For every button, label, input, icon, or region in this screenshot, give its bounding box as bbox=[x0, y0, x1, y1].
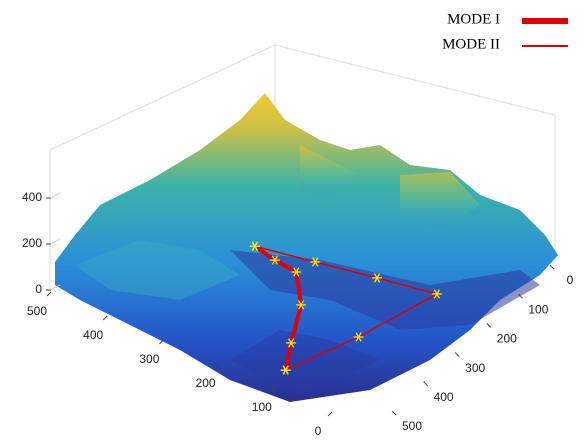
waypoint-stroke bbox=[374, 273, 381, 283]
x-tick-label: 500 bbox=[27, 304, 47, 318]
waypoint bbox=[431, 289, 442, 299]
path-line bbox=[253, 244, 304, 371]
y-tick-label: 100 bbox=[528, 302, 548, 316]
x-tick bbox=[327, 411, 333, 417]
x-tick bbox=[159, 339, 164, 345]
x-tick-label: 0 bbox=[315, 424, 322, 436]
x-tick-label: 100 bbox=[252, 400, 272, 414]
waypoint bbox=[372, 273, 383, 283]
waypoint-stroke bbox=[298, 300, 305, 310]
waypoint bbox=[296, 300, 307, 310]
x-tick bbox=[102, 315, 108, 321]
waypoint bbox=[286, 338, 297, 348]
y-tick bbox=[423, 381, 428, 387]
x-tick-label: 200 bbox=[196, 376, 216, 390]
grid-line bbox=[50, 284, 61, 291]
x-tick bbox=[46, 291, 52, 297]
waypoint-stroke bbox=[312, 257, 319, 267]
waypoint-stroke bbox=[355, 332, 362, 342]
waypoint-stroke bbox=[271, 255, 278, 265]
waypoint-stroke bbox=[282, 365, 289, 375]
waypoint-stroke bbox=[288, 338, 295, 348]
y-tick bbox=[454, 352, 460, 357]
z-tick-label: 0 bbox=[35, 282, 42, 296]
terrain bbox=[55, 93, 558, 402]
x-tick-label: 300 bbox=[139, 352, 159, 366]
z-tick-label: 200 bbox=[22, 236, 42, 250]
legend-label: MODE I bbox=[447, 11, 500, 27]
y-tick-label: 300 bbox=[465, 361, 485, 375]
y-tick-label: 0 bbox=[567, 273, 574, 287]
z-tick-label: 400 bbox=[22, 190, 42, 204]
y-tick-label: 400 bbox=[434, 390, 454, 404]
path-line bbox=[254, 245, 438, 371]
waypoint bbox=[269, 255, 280, 265]
x-tick-label: 400 bbox=[83, 328, 103, 342]
y-tick bbox=[518, 293, 523, 299]
waypoint-stroke bbox=[293, 267, 300, 277]
legend: MODE I MODE II bbox=[442, 11, 568, 52]
waypoint-stroke bbox=[251, 241, 258, 251]
waypoint bbox=[291, 267, 302, 277]
y-tick bbox=[486, 323, 492, 328]
legend-label: MODE II bbox=[442, 36, 500, 52]
grid-line bbox=[50, 238, 61, 245]
y-tick bbox=[549, 264, 555, 270]
y-tick-label: 500 bbox=[402, 419, 422, 433]
waypoint bbox=[249, 241, 260, 251]
waypoint bbox=[310, 257, 321, 267]
grid-line bbox=[50, 192, 61, 199]
y-tick-label: 200 bbox=[497, 332, 517, 346]
x-tick bbox=[271, 387, 277, 393]
waypoint-stroke bbox=[433, 289, 440, 299]
x-tick bbox=[215, 363, 220, 369]
waypoint bbox=[280, 365, 291, 375]
waypoint bbox=[353, 332, 364, 342]
y-tick bbox=[391, 410, 397, 416]
